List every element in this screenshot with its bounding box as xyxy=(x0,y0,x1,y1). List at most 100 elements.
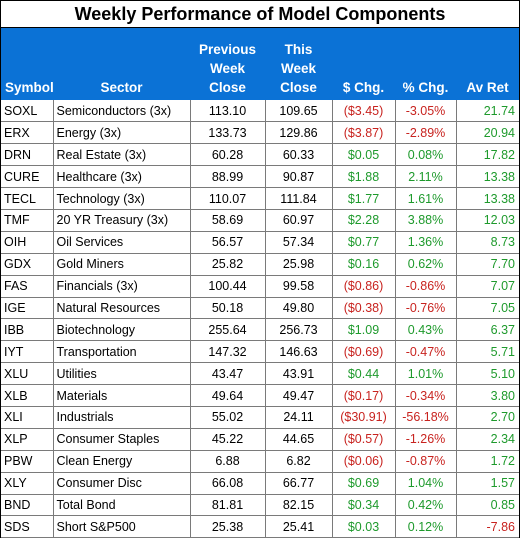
symbol-cell: PBW xyxy=(1,450,54,473)
dollar-change-cell: $0.44 xyxy=(332,362,396,386)
dollar-change-cell: $0.34 xyxy=(332,494,396,517)
sector-cell: Materials xyxy=(53,384,191,407)
this-close-cell: 60.97 xyxy=(265,209,333,232)
average-return-cell: 2.34 xyxy=(456,428,519,451)
dollar-change-cell: $0.05 xyxy=(332,143,396,167)
table-row: TMF 20 YR Treasury (3x) 58.69 60.97 $2.28 3.8… xyxy=(1,209,519,232)
sector-cell: Total Bond xyxy=(53,494,191,517)
this-close-cell: 82.15 xyxy=(265,494,333,517)
table-row: XLP Consumer Staples 45.22 44.65 ($0.57) -1.2… xyxy=(1,428,519,451)
this-close-cell: 99.58 xyxy=(265,275,333,298)
performance-table: Symbol Sector Previous Week Close This W… xyxy=(1,28,519,538)
table-row: SDS Short S&P500 25.38 25.41 $0.03 0.12% -7.86 xyxy=(1,515,519,538)
sector-cell: Transportation xyxy=(53,340,191,364)
dollar-change-cell: $0.77 xyxy=(332,231,396,254)
previous-close-cell: 45.22 xyxy=(190,428,266,451)
symbol-cell: TECL xyxy=(1,187,54,210)
average-return-cell: 17.82 xyxy=(456,143,519,167)
dollar-change-cell: $1.88 xyxy=(332,165,396,189)
previous-close-cell: 6.88 xyxy=(190,450,266,473)
percent-change-cell: -0.86% xyxy=(395,275,457,298)
previous-close-cell: 113.10 xyxy=(190,100,266,123)
this-close-cell: 24.11 xyxy=(265,406,333,429)
average-return-cell: 20.94 xyxy=(456,121,519,145)
this-close-cell: 111.84 xyxy=(265,187,333,210)
previous-close-cell: 255.64 xyxy=(190,318,266,342)
previous-close-cell: 110.07 xyxy=(190,187,266,210)
dollar-change-cell: ($0.38) xyxy=(332,297,396,320)
average-return-cell: 13.38 xyxy=(456,187,519,210)
this-close-cell: 49.80 xyxy=(265,297,333,320)
table-row: XLU Utilities 43.47 43.91 $0.44 1.01% 5.10 xyxy=(1,362,519,386)
symbol-cell: SOXL xyxy=(1,100,54,123)
header-average-return: Av Ret xyxy=(466,80,509,95)
this-close-cell: 57.34 xyxy=(265,231,333,254)
average-return-cell: 0.85 xyxy=(456,494,519,517)
sector-cell: Technology (3x) xyxy=(53,187,191,210)
symbol-cell: ERX xyxy=(1,121,54,145)
this-close-cell: 6.82 xyxy=(265,450,333,473)
dollar-change-cell: $2.28 xyxy=(332,209,396,232)
average-return-cell: 8.73 xyxy=(456,231,519,254)
sector-cell: Oil Services xyxy=(53,231,191,254)
header-row: Symbol Sector Previous Week Close This W… xyxy=(1,28,519,100)
this-close-cell: 44.65 xyxy=(265,428,333,451)
average-return-cell: -7.86 xyxy=(456,515,519,538)
symbol-cell: XLP xyxy=(1,428,54,451)
percent-change-cell: 1.04% xyxy=(395,472,457,495)
table-row: OIH Oil Services 56.57 57.34 $0.77 1.36% 8.73 xyxy=(1,231,519,254)
average-return-cell: 12.03 xyxy=(456,209,519,232)
sector-cell: Real Estate (3x) xyxy=(53,143,191,167)
table-row: ERX Energy (3x) 133.73 129.86 ($3.87) -2.89% 2… xyxy=(1,121,519,145)
average-return-cell: 2.70 xyxy=(456,406,519,429)
symbol-cell: FAS xyxy=(1,275,54,298)
sector-cell: Consumer Disc xyxy=(53,472,191,495)
header-symbol: Symbol xyxy=(5,80,54,95)
header-sector: Sector xyxy=(100,80,143,95)
table-title: Weekly Performance of Model Components xyxy=(1,1,519,28)
percent-change-cell: -56.18% xyxy=(395,406,457,429)
dollar-change-cell: $0.16 xyxy=(332,253,396,276)
dollar-change-cell: ($0.69) xyxy=(332,340,396,364)
symbol-cell: TMF xyxy=(1,209,54,232)
table-row: BND Total Bond 81.81 82.15 $0.34 0.42% 0.85 xyxy=(1,494,519,517)
this-close-cell: 256.73 xyxy=(265,318,333,342)
average-return-cell: 1.57 xyxy=(456,472,519,495)
average-return-cell: 7.07 xyxy=(456,275,519,298)
percent-change-cell: 0.62% xyxy=(395,253,457,276)
previous-close-cell: 147.32 xyxy=(190,340,266,364)
dollar-change-cell: ($3.45) xyxy=(332,100,396,123)
table-row: XLI Industrials 55.02 24.11 ($30.91) -56.18% 2… xyxy=(1,406,519,429)
table-row: SOXL Semiconductors (3x) 113.10 109.65 ($3.4… xyxy=(1,100,519,123)
percent-change-cell: 0.12% xyxy=(395,515,457,538)
previous-close-cell: 55.02 xyxy=(190,406,266,429)
dollar-change-cell: $0.69 xyxy=(332,472,396,495)
dollar-change-cell: ($0.17) xyxy=(332,384,396,407)
table-row: IBB Biotechnology 255.64 256.73 $1.09 0.43% 6.… xyxy=(1,318,519,342)
percent-change-cell: -0.87% xyxy=(395,450,457,473)
sector-cell: Semiconductors (3x) xyxy=(53,100,191,123)
this-close-cell: 109.65 xyxy=(265,100,333,123)
table-body: SOXL Semiconductors (3x) 113.10 109.65 ($3.4… xyxy=(1,100,519,538)
dollar-change-cell: $1.77 xyxy=(332,187,396,210)
percent-change-cell: 2.11% xyxy=(395,165,457,189)
table-row: XLB Materials 49.64 49.47 ($0.17) -0.34% 3.80 xyxy=(1,384,519,407)
previous-close-cell: 66.08 xyxy=(190,472,266,495)
sector-cell: Natural Resources xyxy=(53,297,191,320)
table-row: XLY Consumer Disc 66.08 66.77 $0.69 1.04% 1.57 xyxy=(1,472,519,495)
symbol-cell: BND xyxy=(1,494,54,517)
percent-change-cell: 3.88% xyxy=(395,209,457,232)
symbol-cell: IYT xyxy=(1,340,54,364)
sector-cell: Financials (3x) xyxy=(53,275,191,298)
previous-close-cell: 88.99 xyxy=(190,165,266,189)
sector-cell: Industrials xyxy=(53,406,191,429)
this-close-cell: 129.86 xyxy=(265,121,333,145)
symbol-cell: IGE xyxy=(1,297,54,320)
percent-change-cell: 1.36% xyxy=(395,231,457,254)
dollar-change-cell: ($0.06) xyxy=(332,450,396,473)
this-close-cell: 25.98 xyxy=(265,253,333,276)
sector-cell: Gold Miners xyxy=(53,253,191,276)
previous-close-cell: 25.38 xyxy=(190,515,266,538)
average-return-cell: 5.71 xyxy=(456,340,519,364)
previous-close-cell: 25.82 xyxy=(190,253,266,276)
